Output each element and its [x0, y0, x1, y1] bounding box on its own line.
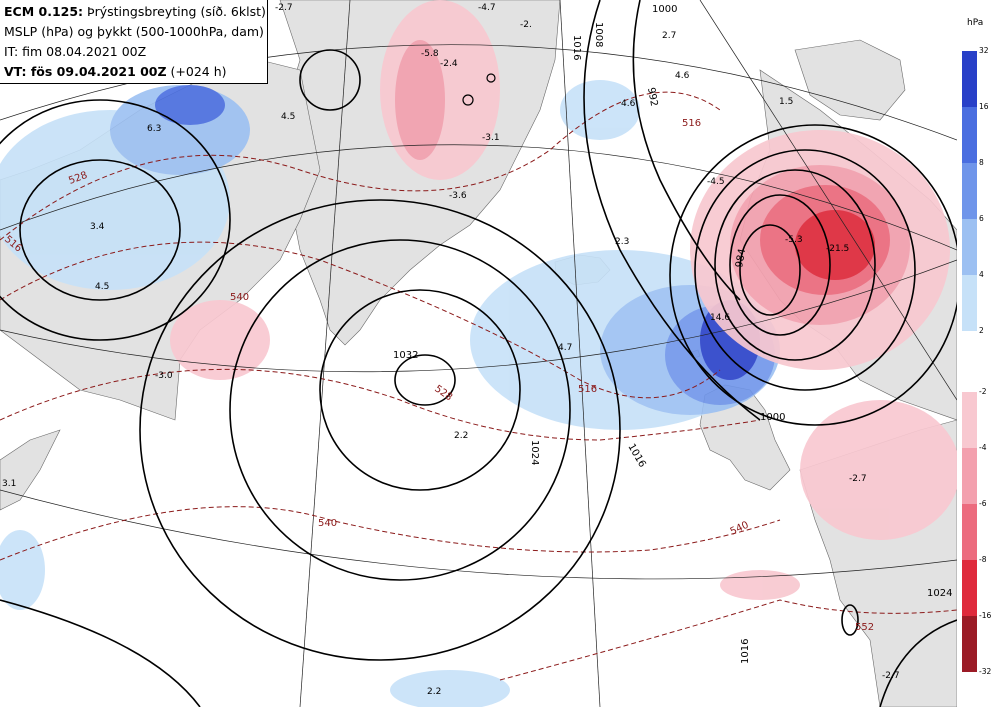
- colorbar-swatch: [962, 275, 977, 331]
- colorbar-tick: 32: [979, 46, 989, 55]
- colorbar-tick: -6: [979, 499, 986, 508]
- tendency-value: 3.4: [90, 222, 105, 232]
- tendency-value: -4.7: [478, 3, 496, 13]
- colorbar-swatch: [962, 219, 977, 275]
- colorbar-tick: -4: [979, 443, 986, 452]
- thickness-label: 516: [682, 118, 701, 129]
- colorbar-swatch: [962, 163, 977, 219]
- tendency-value: -3.1: [482, 133, 500, 143]
- colorbar-tick: 6: [979, 214, 984, 223]
- subtitle-line: MSLP (hPa) og þykkt (500-1000hPa, dam): [4, 22, 267, 42]
- tendency-value: -2.4: [440, 59, 458, 69]
- thickness-label: 540: [230, 292, 249, 303]
- tendency-value: 4.6: [621, 99, 636, 109]
- thickness-label: 552: [855, 622, 874, 633]
- isobar-label: 1000: [760, 412, 785, 423]
- colorbar-tick: 2: [979, 326, 984, 335]
- tendency-value: -3.0: [155, 371, 173, 381]
- isobar-label: 1032: [393, 350, 418, 361]
- colorbar-swatch: [962, 392, 977, 448]
- isobar-label: 1008: [593, 22, 604, 47]
- colorbar-tick: 4: [979, 270, 984, 279]
- colorbar-swatch: [962, 504, 977, 560]
- isobar-label: 1024: [529, 440, 540, 465]
- isobar-label: 992: [645, 87, 659, 108]
- tendency-value: 14.6: [710, 313, 730, 323]
- init-time: IT: fim 08.04.2021 00Z: [4, 42, 267, 62]
- tendency-value: 2.7: [662, 31, 676, 41]
- tendency-value: 4.7: [558, 343, 572, 353]
- colorbar-swatch: [962, 560, 977, 616]
- colorbar-tick: -32: [979, 667, 991, 676]
- tendency-value: -3.6: [449, 191, 467, 201]
- isobar-label: 1000: [652, 4, 677, 15]
- tendency-value: -2.: [520, 20, 532, 30]
- colorbar-tick: 16: [979, 102, 989, 111]
- tendency-value: -4.5: [707, 177, 725, 187]
- weather-map: 1000 1016 992 984 1032 1024 1016 1008 10…: [0, 0, 957, 707]
- title-line: ECM 0.125: Þrýstingsbreyting (síð. 6klst…: [4, 2, 267, 22]
- tendency-value: 4.5: [281, 112, 295, 122]
- isobar-label: 1016: [571, 35, 582, 60]
- isobar-label: 1024: [927, 588, 952, 599]
- tendency-value: -2.7: [849, 474, 867, 484]
- tendency-value: -2.7: [882, 671, 900, 681]
- thickness-label: 540: [729, 520, 751, 538]
- tendency-value: -5.8: [421, 49, 439, 59]
- tendency-value: 3.1: [2, 479, 16, 489]
- thickness-label: 516: [578, 384, 597, 395]
- tendency-value: 6.3: [147, 124, 161, 134]
- tendency-value: -2.7: [275, 3, 293, 13]
- colorbar-tick: -2: [979, 387, 986, 396]
- tendency-value: 4.5: [95, 282, 109, 292]
- isobar-label: 1016: [625, 442, 647, 470]
- tendency-value: 1.5: [779, 97, 793, 107]
- valid-time: VT: fös 09.04.2021 00Z (+024 h): [4, 62, 267, 82]
- map-info-box: ECM 0.125: Þrýstingsbreyting (síð. 6klst…: [0, 0, 268, 84]
- tendency-value: 2.2: [427, 687, 441, 697]
- colorbar-swatch: [962, 616, 977, 672]
- tendency-value: 2.3: [615, 237, 629, 247]
- isobar-label: 1016: [740, 639, 751, 664]
- thickness-label: 540: [318, 518, 337, 529]
- colorbar-tick: 8: [979, 158, 984, 167]
- tendency-value: -5.3: [785, 235, 803, 245]
- colorbar-swatch: [962, 107, 977, 163]
- tendency-value: -21.5: [826, 244, 849, 254]
- colorbar-unit: hPa: [967, 18, 983, 28]
- colorbar-swatch: [962, 51, 977, 107]
- tendency-value: 2.2: [454, 431, 468, 441]
- tendency-value: 4.6: [675, 71, 690, 81]
- colorbar-tick: -16: [979, 611, 991, 620]
- colorbar-swatch: [962, 448, 977, 504]
- colorbar-tick: -8: [979, 555, 986, 564]
